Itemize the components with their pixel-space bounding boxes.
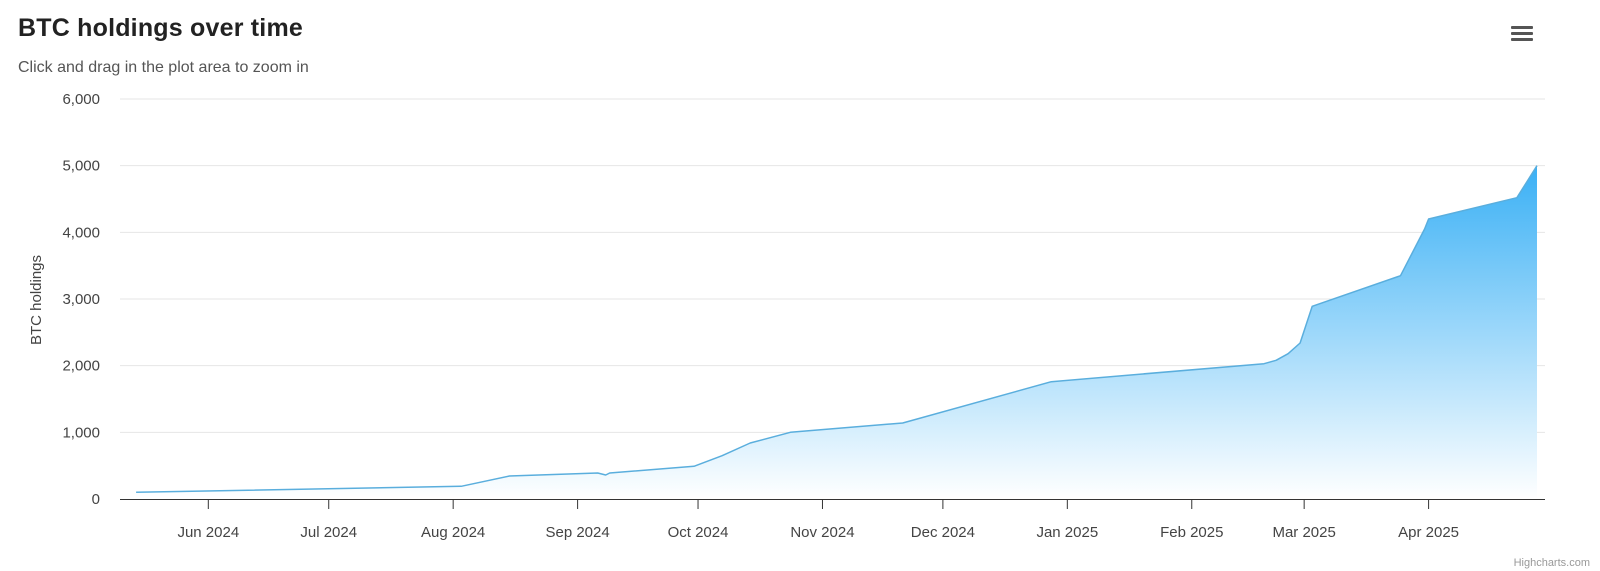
x-tick-label: Mar 2025	[1272, 524, 1335, 541]
data-point[interactable]	[1399, 274, 1403, 278]
y-axis-label: BTC holdings	[28, 255, 45, 345]
x-tick-label: Jan 2025	[1036, 524, 1098, 541]
data-point[interactable]	[1049, 380, 1053, 384]
menu-bar	[1511, 38, 1533, 41]
data-point[interactable]	[748, 441, 752, 445]
data-point[interactable]	[720, 454, 724, 458]
x-tick-label: Apr 2025	[1398, 524, 1459, 541]
data-point[interactable]	[1262, 362, 1266, 366]
data-point[interactable]	[1298, 341, 1302, 345]
y-tick-label: 2,000	[62, 358, 100, 375]
y-tick-label: 5,000	[62, 158, 100, 175]
series-area-group	[134, 164, 1539, 499]
x-tick-label: Dec 2024	[911, 524, 975, 541]
y-tick-label: 1,000	[62, 424, 100, 441]
axes: 0 1,000 2,000 3,000 4,000 5,000 6,000 Jun 2024 J…	[62, 91, 1545, 541]
data-point[interactable]	[459, 484, 463, 488]
data-point[interactable]	[692, 464, 696, 468]
data-point[interactable]	[1310, 304, 1314, 308]
data-point[interactable]	[1515, 196, 1519, 200]
y-tick-label: 0	[92, 491, 100, 508]
data-point[interactable]	[1286, 352, 1290, 356]
x-tick-label: Jun 2024	[177, 524, 239, 541]
x-tick-label: Oct 2024	[668, 524, 729, 541]
chart-title: BTC holdings over time	[18, 14, 303, 42]
data-point[interactable]	[788, 430, 792, 434]
data-point[interactable]	[604, 473, 608, 477]
data-point[interactable]	[507, 474, 511, 478]
credits-link[interactable]: Highcharts.com	[1513, 557, 1590, 569]
series-line[interactable]	[136, 165, 1538, 494]
chart-subtitle: Click and drag in the plot area to zoom …	[18, 59, 309, 76]
y-tick-label: 3,000	[62, 291, 100, 308]
menu-bar	[1511, 32, 1533, 35]
x-tick-label: Sep 2024	[545, 524, 609, 541]
x-tick-label: Aug 2024	[421, 524, 485, 541]
data-point[interactable]	[596, 471, 600, 475]
x-tick-label: Nov 2024	[790, 524, 854, 541]
x-tick-label: Jul 2024	[300, 524, 357, 541]
data-point[interactable]	[901, 421, 905, 425]
data-point[interactable]	[134, 490, 138, 494]
series-area-fill	[136, 165, 1538, 499]
y-tick-label: 4,000	[62, 224, 100, 241]
y-tick-label: 6,000	[62, 91, 100, 108]
data-point[interactable]	[1274, 358, 1278, 362]
data-point[interactable]	[1423, 227, 1427, 231]
data-point[interactable]	[1427, 217, 1431, 221]
data-point[interactable]	[608, 471, 612, 475]
hamburger-menu-icon[interactable]	[1504, 20, 1540, 48]
x-tick-label: Feb 2025	[1160, 524, 1223, 541]
menu-bar	[1511, 26, 1533, 29]
data-point[interactable]	[1535, 164, 1539, 168]
